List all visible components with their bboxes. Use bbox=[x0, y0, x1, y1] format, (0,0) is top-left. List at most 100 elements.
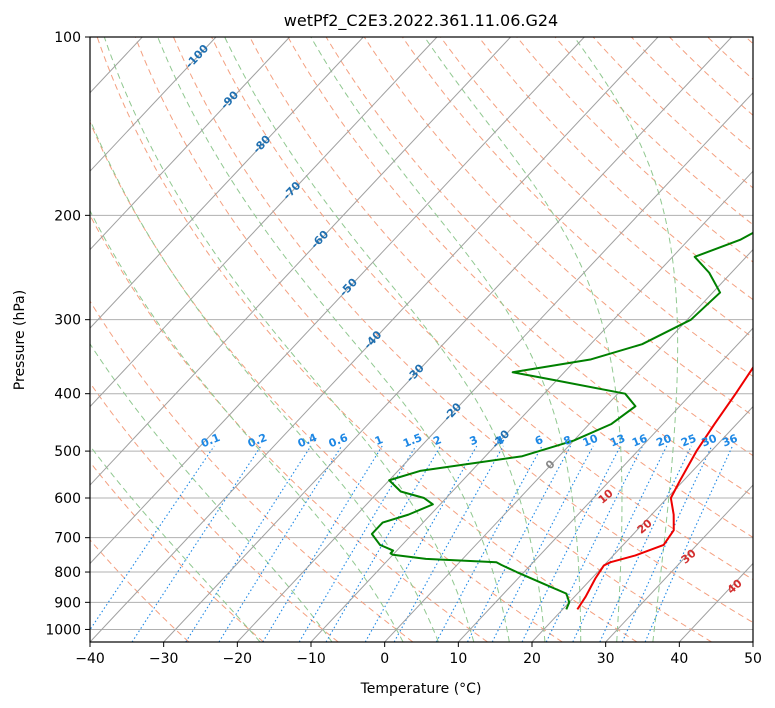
mixing-ratio-label: 20 bbox=[654, 432, 673, 450]
mixing-ratio-line bbox=[262, 445, 383, 642]
isotherm-line bbox=[0, 37, 69, 642]
x-tick-label: 50 bbox=[744, 651, 762, 667]
isotherm-line bbox=[236, 91, 753, 642]
mixing-ratio-line bbox=[325, 445, 442, 642]
chart-title: wetPf2_C2E3.2022.361.11.06.G24 bbox=[284, 11, 558, 31]
series-layer bbox=[370, 231, 753, 610]
y-tick-label: 900 bbox=[54, 595, 81, 611]
mixing-ratio-line bbox=[435, 445, 543, 642]
dry-adiabat-label: 10 bbox=[596, 486, 616, 506]
moist-adiabat bbox=[157, 37, 510, 642]
y-tick-label: 700 bbox=[54, 531, 81, 547]
moist-adiabat bbox=[90, 118, 439, 642]
isotherm-line bbox=[457, 327, 753, 642]
dry-adiabat-label: 20 bbox=[635, 516, 655, 536]
x-tick-label: −30 bbox=[149, 651, 179, 667]
mixing-ratio-label: 30 bbox=[700, 432, 719, 450]
dry-adiabat bbox=[478, 37, 753, 301]
mixing-ratio-line bbox=[521, 445, 621, 642]
dry-adiabat bbox=[90, 214, 488, 642]
dry-adiabat bbox=[90, 539, 190, 642]
y-tick-label: 800 bbox=[54, 565, 81, 581]
mixing-ratio-label: 25 bbox=[679, 432, 698, 450]
x-tick-label: 30 bbox=[597, 651, 615, 667]
dry-adiabat bbox=[325, 37, 753, 457]
axis-layer: −40 −30 −20 −10 0 10 20 30 40 5010020030040050060… bbox=[45, 30, 762, 667]
mixing-ratio-label: 13 bbox=[608, 432, 627, 450]
y-tick-label: 300 bbox=[54, 313, 81, 329]
x-tick-label: 0 bbox=[380, 651, 389, 667]
y-tick-label: 600 bbox=[54, 491, 81, 507]
x-tick-label: −20 bbox=[223, 651, 253, 667]
mixing-ratio-line bbox=[393, 445, 504, 642]
mixing-ratio-line bbox=[218, 445, 343, 642]
moist-adiabat bbox=[573, 37, 679, 642]
y-tick-label: 400 bbox=[54, 387, 81, 403]
mixing-ratio-label: 1 bbox=[373, 433, 385, 448]
dry-adiabat bbox=[401, 37, 753, 378]
mixing-ratio-label: 8 bbox=[562, 433, 574, 448]
mixing-ratio-label: 0.2 bbox=[246, 431, 269, 450]
mixing-ratio-line bbox=[621, 445, 713, 642]
isotherm-line bbox=[90, 37, 659, 642]
mixing-ratio-label: 16 bbox=[630, 432, 649, 450]
y-axis-title: Pressure (hPa) bbox=[12, 290, 28, 390]
dry-adiabat bbox=[287, 37, 753, 497]
moist-adiabat bbox=[90, 343, 333, 642]
isotherm-line bbox=[163, 37, 732, 642]
mixing-ratio-label: 2 bbox=[431, 433, 443, 448]
dry-adiabat bbox=[90, 120, 563, 642]
dry-adiabat bbox=[134, 37, 712, 642]
isotherm-line bbox=[384, 248, 753, 642]
mixing-ratio-label: 6 bbox=[533, 433, 545, 448]
y-tick-label: 200 bbox=[54, 208, 81, 224]
y-tick-label: 1000 bbox=[45, 622, 81, 638]
dry-adiabat bbox=[173, 37, 753, 624]
x-tick-label: 40 bbox=[670, 651, 688, 667]
moist-adiabat bbox=[90, 209, 404, 642]
dry-adiabat bbox=[211, 37, 753, 581]
y-tick-label: 500 bbox=[54, 444, 81, 460]
x-tick-label: −40 bbox=[75, 651, 105, 667]
dry-adiabat bbox=[90, 461, 264, 642]
dewpoint-profile bbox=[370, 231, 753, 610]
moist-adiabat bbox=[224, 37, 546, 642]
mixing-ratio-label: 3 bbox=[468, 433, 480, 448]
isotherm-line bbox=[90, 37, 364, 329]
isotherm-line bbox=[531, 405, 753, 642]
moist-adiabat bbox=[103, 37, 475, 642]
mixing-ratio-line bbox=[545, 445, 644, 642]
dry-adiabat bbox=[249, 37, 753, 539]
x-tick-label: 20 bbox=[523, 651, 541, 667]
mixing-ratio-line bbox=[298, 445, 417, 642]
mixing-ratio-line bbox=[572, 445, 668, 642]
dry-adiabat bbox=[90, 382, 339, 642]
mixing-ratio-line bbox=[491, 445, 594, 642]
isotherm-line bbox=[310, 170, 753, 642]
isotherm-line bbox=[90, 37, 511, 486]
temperature-profile bbox=[576, 365, 753, 610]
isotherm-line bbox=[90, 37, 585, 565]
mixing-ratio-label: 10 bbox=[581, 432, 600, 450]
isotherm-line bbox=[90, 37, 438, 408]
isotherm-line bbox=[605, 484, 753, 642]
mixing-ratio-line bbox=[131, 445, 262, 642]
mixing-ratio-label: 36 bbox=[720, 432, 739, 450]
x-tick-label: −10 bbox=[296, 651, 326, 667]
isotherm-line bbox=[90, 37, 217, 172]
dry-adiabat bbox=[707, 37, 753, 81]
x-tick-label: 10 bbox=[449, 651, 467, 667]
dry-adiabat bbox=[90, 300, 414, 642]
x-axis-title: Temperature (°C) bbox=[360, 681, 482, 697]
mixing-ratio-label: 0.1 bbox=[199, 431, 222, 450]
dry-adiabat bbox=[96, 37, 638, 642]
isotherm-line bbox=[752, 641, 753, 642]
y-tick-label: 100 bbox=[54, 30, 81, 46]
isotherm-line bbox=[90, 37, 290, 251]
dry-adiabat-label: 30 bbox=[679, 546, 699, 566]
mixing-ratio-line bbox=[185, 445, 312, 642]
plot-frame bbox=[89, 36, 754, 643]
dry-adiabat-label: 40 bbox=[725, 576, 745, 596]
dry-adiabat bbox=[745, 37, 753, 45]
